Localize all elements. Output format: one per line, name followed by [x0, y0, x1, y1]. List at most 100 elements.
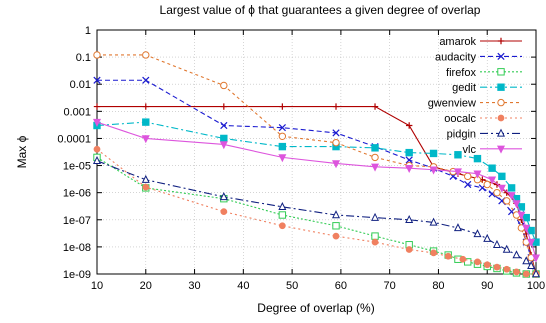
- data-point-audacity: [332, 129, 340, 137]
- data-point-gedit: [488, 164, 496, 172]
- x-tick-label: 50: [286, 280, 298, 292]
- data-point-pidgin: [371, 212, 380, 221]
- legend-item-gwenview: gwenview: [428, 98, 522, 110]
- data-point-vlc: [522, 224, 531, 233]
- data-point-gedit: [527, 226, 535, 235]
- chart-title: Largest value of ϕ that guarantees a giv…: [160, 3, 481, 17]
- data-point-vlc: [92, 118, 102, 127]
- data-point-gwenview: [371, 153, 379, 162]
- legend-marker: [497, 83, 505, 91]
- data-point-pidgin: [405, 214, 414, 223]
- data-point-gedit: [454, 151, 462, 159]
- data-point-audacity: [405, 156, 413, 164]
- data-point-firefox: [278, 211, 287, 219]
- data-point-amarok: [93, 103, 101, 110]
- data-point-pidgin: [473, 229, 482, 238]
- data-point-vlc: [453, 168, 462, 177]
- data-point-oocalc: [142, 183, 150, 191]
- data-point-vlc: [527, 238, 536, 247]
- y-tick-label: 0.1: [76, 52, 91, 64]
- data-point-pidgin: [332, 210, 341, 219]
- x-tick-label: 90: [481, 280, 493, 292]
- data-point-audacity: [464, 180, 472, 189]
- data-point-gwenview: [93, 51, 101, 59]
- legend-item-firefox: firefox: [446, 67, 522, 79]
- data-point-oocalc: [430, 249, 437, 257]
- data-point-vlc: [497, 184, 506, 193]
- legend-marker: [497, 68, 505, 76]
- y-tick-label: 0.001: [63, 106, 91, 118]
- y-tick-label: 1: [85, 25, 91, 37]
- data-point-gedit: [473, 154, 482, 163]
- x-tick-label: 30: [188, 280, 200, 292]
- data-point-gwenview: [464, 172, 472, 181]
- data-point-amarok: [279, 103, 286, 110]
- data-point-audacity: [220, 121, 228, 130]
- data-point-vlc: [429, 166, 438, 175]
- legend-item-oocalc: oocalc: [444, 113, 522, 125]
- data-point-vlc: [219, 141, 228, 150]
- data-point-gwenview: [142, 51, 150, 59]
- data-point-audacity: [278, 124, 286, 132]
- data-point-oocalc: [371, 238, 379, 246]
- x-axis-title: Degree of overlap (%): [257, 301, 374, 315]
- x-tick-label: 20: [140, 280, 152, 292]
- data-point-pidgin: [522, 256, 531, 265]
- data-point-vlc: [507, 192, 516, 201]
- data-point-gedit: [371, 144, 379, 152]
- legend-item-amarok: amarok: [439, 36, 522, 48]
- legend-label: pidgin: [447, 128, 476, 140]
- x-tick-label: 60: [335, 280, 347, 292]
- data-point-pidgin: [453, 223, 462, 232]
- legend-label: audacity: [435, 51, 476, 63]
- series-layer: [92, 51, 541, 278]
- data-point-gwenview: [220, 81, 228, 90]
- data-point-audacity: [93, 76, 101, 84]
- data-point-vlc: [531, 254, 541, 263]
- data-point-firefox: [371, 232, 379, 240]
- data-point-oocalc: [459, 255, 467, 263]
- legend-marker: [496, 145, 506, 154]
- data-point-gedit: [498, 172, 506, 181]
- data-point-pidgin: [278, 202, 287, 211]
- legend-label: vlc: [463, 144, 477, 156]
- data-point-vlc: [278, 154, 287, 163]
- legend: amarok audacity firefox gedit gwenview oocalc…: [428, 36, 522, 156]
- legend-label: amarok: [439, 36, 476, 48]
- data-point-amarok: [371, 103, 379, 110]
- x-tick-label: 40: [237, 280, 249, 292]
- data-point-vlc: [405, 164, 414, 174]
- data-point-oocalc: [93, 145, 101, 153]
- legend-marker: [497, 98, 505, 107]
- data-point-gwenview: [483, 180, 491, 189]
- data-point-oocalc: [483, 261, 491, 269]
- data-point-gedit: [142, 118, 150, 126]
- legend-item-vlc: vlc: [463, 144, 522, 156]
- data-point-oocalc: [503, 265, 511, 273]
- y-tick-label: 0.0001: [57, 133, 91, 145]
- data-point-amarok: [142, 103, 149, 110]
- data-point-oocalc: [405, 246, 413, 253]
- data-point-gedit: [220, 134, 228, 143]
- data-point-oocalc: [493, 263, 501, 271]
- series-vlc: [92, 118, 541, 263]
- x-tick-label: 70: [384, 280, 396, 292]
- data-point-vlc: [332, 160, 341, 169]
- data-point-vlc: [473, 170, 482, 179]
- data-point-pidgin: [219, 192, 228, 201]
- data-point-pidgin: [531, 269, 541, 278]
- axis-ticks: 10 20 30 40 50 60 70 80 90 100 1 0.1 0.01 0.001 0.0001…: [57, 25, 545, 292]
- data-point-vlc: [488, 176, 497, 185]
- legend-item-audacity: audacity: [435, 51, 522, 63]
- y-tick-label: 1e-06: [63, 188, 91, 200]
- data-point-audacity: [142, 76, 150, 84]
- y-axis-title: Max ϕ: [15, 135, 29, 168]
- series-oocalc: [93, 145, 540, 278]
- legend-marker: [497, 37, 505, 45]
- data-point-gwenview: [278, 132, 287, 140]
- gridlines: [97, 30, 536, 274]
- data-point-pidgin: [492, 239, 501, 248]
- data-point-vlc: [517, 211, 526, 220]
- y-tick-label: 1e-07: [63, 215, 91, 227]
